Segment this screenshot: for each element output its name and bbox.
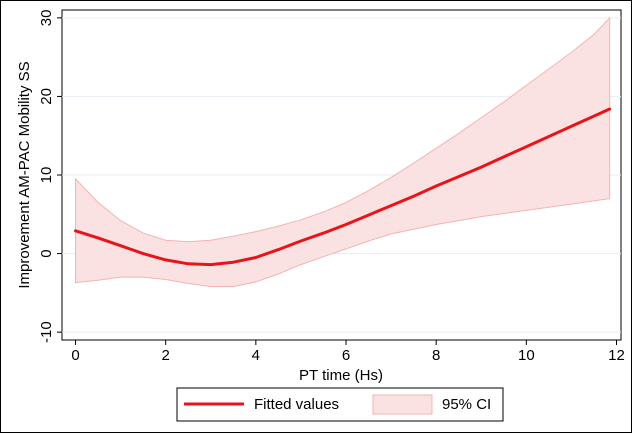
confidence-band [75,16,611,288]
legend-ci-label: 95% CI [442,396,491,413]
y-tick-label-1: 0 [38,249,55,257]
fitted-line [74,107,612,267]
x-tick-label-2: 4 [252,347,260,364]
x-tick-label-6: 12 [608,347,625,364]
x-tick-label-0: 0 [71,347,79,364]
legend-fitted-label: Fitted values [254,396,339,413]
fitted-values-line [74,107,612,267]
x-tick-label-1: 2 [162,347,170,364]
x-axis-ticks: 0 2 4 6 8 10 12 [71,340,625,364]
y-tick-label-2: 10 [38,167,55,184]
y-tick-label-4: 30 [38,10,55,27]
y-tick-label-3: 20 [38,88,55,105]
legend: Fitted values 95% CI [176,387,504,422]
x-axis-title: PT time (Hs) [299,367,383,384]
x-tick-label-4: 8 [432,347,440,364]
ci-band [75,16,611,288]
x-tick-label-5: 10 [518,347,535,364]
y-tick-label-0: -10 [38,321,55,343]
y-axis-title: Improvement AM-PAC Mobility SS [16,61,33,288]
y-axis-ticks: -10 0 10 20 30 [38,10,62,343]
legend-ci-swatch [372,394,433,415]
x-tick-label-3: 6 [342,347,350,364]
